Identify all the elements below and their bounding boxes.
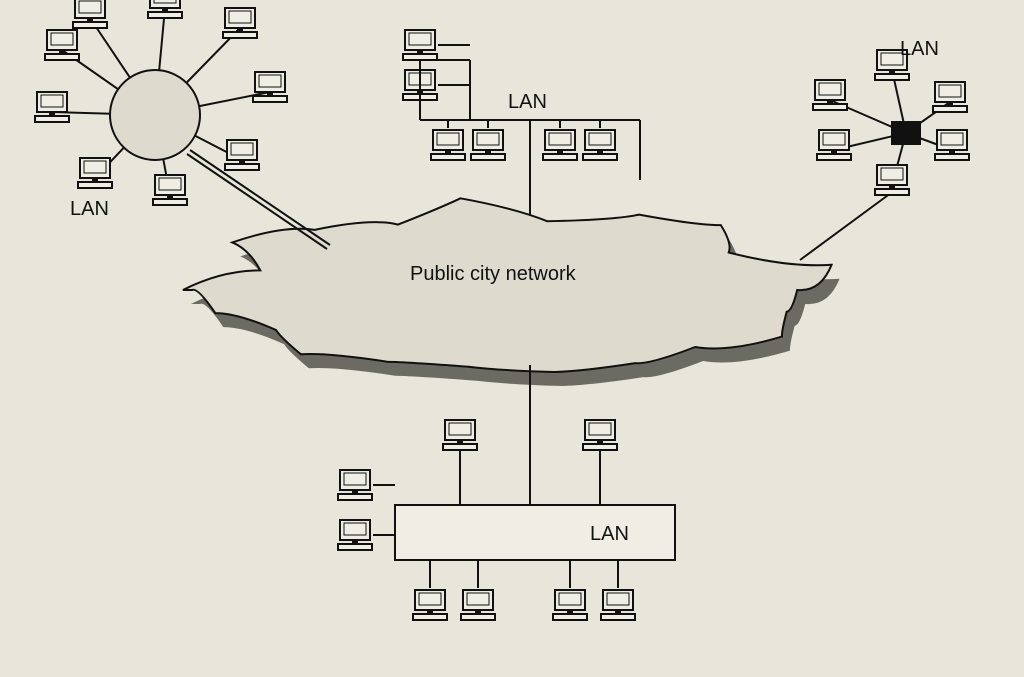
network-diagram: Public city network LAN LAN LAN LAN [0,0,1024,677]
lan-bus-top: LAN [403,30,640,215]
computer-icon [471,130,505,160]
computer-icon [78,158,112,188]
computer-icon [225,140,259,170]
computer-icon [543,130,577,160]
lan-label-star: LAN [900,38,939,60]
computer-icon [253,72,287,102]
public-city-network-cloud: Public city network [183,198,840,386]
cloud-label: Public city network [410,263,577,285]
lan-ring: LAN [35,0,330,249]
ring-hub [110,70,200,160]
computer-icon [817,130,851,160]
lan-label-bus-bottom: LAN [590,523,629,545]
star-hub [892,122,920,144]
computer-icon [153,175,187,205]
computer-icon [338,520,372,550]
computer-icon [431,130,465,160]
computer-icon [583,130,617,160]
computer-icon [935,130,969,160]
lan-label-ring: LAN [70,198,109,220]
computer-icon [461,590,495,620]
computer-icon [338,470,372,500]
computer-icon [601,590,635,620]
computer-icon [45,30,79,60]
computer-icon [403,30,437,60]
bus-bottom-hub [395,505,675,560]
computer-icon [583,420,617,450]
computer-icon [813,80,847,110]
computer-icon [223,8,257,38]
computer-icon [35,92,69,122]
computer-icon [553,590,587,620]
computer-icon [933,82,967,112]
computer-icon [73,0,107,28]
computer-icon [875,165,909,195]
computer-icon [443,420,477,450]
computer-icon [413,590,447,620]
computer-icon [148,0,182,18]
lan-star: LAN [800,38,969,260]
lan-bus-bottom: LAN [338,365,675,620]
lan-label-bus-top: LAN [508,91,547,113]
